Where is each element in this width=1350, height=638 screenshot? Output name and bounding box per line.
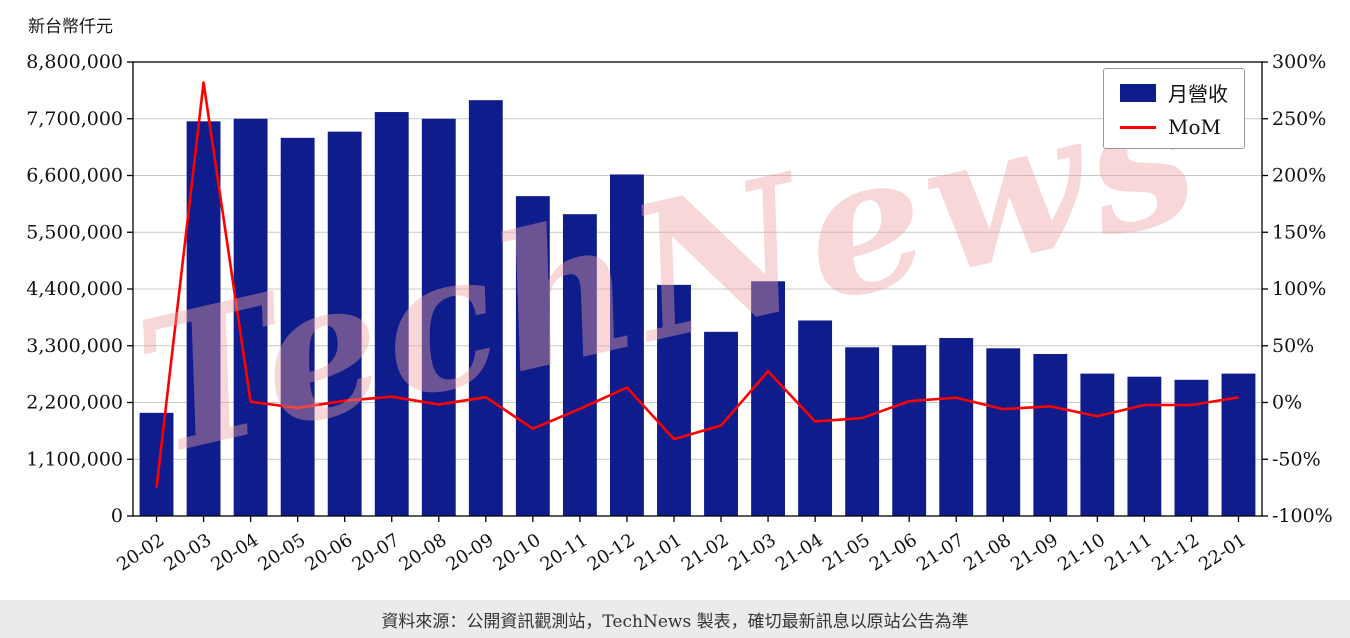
x-tick-label: 20-10 xyxy=(490,530,545,576)
x-tick-label: 20-07 xyxy=(348,530,403,576)
x-tick-label: 21-03 xyxy=(725,530,780,576)
y-right-tick-label: 50% xyxy=(1272,335,1314,357)
revenue-bar xyxy=(610,174,644,516)
revenue-bar xyxy=(139,412,174,516)
x-tick-label: 21-10 xyxy=(1054,530,1109,576)
x-tick-label: 20-12 xyxy=(584,530,639,576)
revenue-bar xyxy=(515,196,550,517)
y-right-tick-label: -100% xyxy=(1272,505,1333,527)
x-tick-label: 20-02 xyxy=(113,530,168,576)
revenue-bar xyxy=(421,118,456,516)
y-left-tick-label: 3,300,000 xyxy=(26,335,123,357)
revenue-bar xyxy=(1080,373,1115,516)
legend-item-mom: MoM xyxy=(1120,115,1228,139)
revenue-bar xyxy=(562,214,597,516)
y-left-tick-label: 8,800,000 xyxy=(26,51,123,73)
bar-swatch-icon xyxy=(1120,83,1156,102)
y-left-tick-label: 5,500,000 xyxy=(26,221,123,243)
revenue-bar xyxy=(939,338,974,516)
y-right-tick-label: -50% xyxy=(1272,448,1321,470)
revenue-bar xyxy=(327,131,362,517)
x-tick-label: 21-07 xyxy=(913,530,968,576)
revenue-bar xyxy=(280,137,315,517)
legend-label-revenue: 月營收 xyxy=(1168,82,1228,106)
x-tick-label: 20-05 xyxy=(254,530,309,576)
y-right-tick-label: 100% xyxy=(1272,278,1326,300)
x-tick-label: 20-06 xyxy=(301,530,356,576)
y-axis-unit-label: 新台幣仟元 xyxy=(28,17,113,37)
y-left-tick-label: 2,200,000 xyxy=(26,392,123,414)
line-swatch-icon xyxy=(1120,125,1156,129)
legend: 月營收 MoM xyxy=(1103,68,1245,149)
x-tick-label: 21-11 xyxy=(1101,530,1156,576)
chart-svg: 0 1,100,000 2,200,000 3,300,000 4,400,000 5,5… xyxy=(26,51,1333,576)
revenue-bar xyxy=(892,345,927,516)
revenue-bar xyxy=(751,281,785,516)
revenue-bar xyxy=(1033,354,1068,516)
y-right-tick-label: 250% xyxy=(1272,108,1326,130)
revenue-bar xyxy=(845,347,880,516)
x-tick-label: 21-08 xyxy=(960,530,1015,576)
x-tick-label: 21-09 xyxy=(1007,530,1062,576)
x-tick-label: 21-12 xyxy=(1148,530,1203,576)
y-left-tick-label: 7,700,000 xyxy=(26,108,123,130)
y-left-tick-label: 4,400,000 xyxy=(26,278,123,300)
revenue-bar xyxy=(1127,376,1162,516)
x-tick-label: 20-03 xyxy=(160,530,215,576)
x-tick-label: 21-01 xyxy=(631,530,686,576)
revenue-bar xyxy=(986,348,1021,516)
legend-item-revenue: 月營收 xyxy=(1120,78,1228,107)
y-left-tick-label: 1,100,000 xyxy=(26,448,123,470)
x-tick-label: 21-06 xyxy=(866,530,921,576)
y-right-tick-label: 0% xyxy=(1272,392,1302,414)
footer-note: 資料來源：公開資訊觀測站，TechNews 製表，確切最新訊息以原站公告為準 xyxy=(0,600,1350,638)
revenue-bar xyxy=(798,320,833,516)
y-right-tick-label: 300% xyxy=(1272,51,1326,73)
revenue-bar xyxy=(1174,379,1209,516)
y-right-tick-label: 150% xyxy=(1272,221,1326,243)
x-tick-label: 20-08 xyxy=(396,530,451,576)
mom-line xyxy=(155,81,1239,488)
x-tick-label: 20-04 xyxy=(207,530,262,576)
legend-label-mom: MoM xyxy=(1168,115,1221,139)
x-tick-label: 21-04 xyxy=(772,530,827,576)
x-tick-label: 22-01 xyxy=(1195,530,1250,576)
y-left-tick-label: 6,600,000 xyxy=(26,165,123,187)
x-tick-label: 20-09 xyxy=(443,530,498,576)
y-right-tick-label: 200% xyxy=(1272,165,1326,187)
x-tick-label: 21-05 xyxy=(819,530,874,576)
y-left-tick-label: 0 xyxy=(111,505,123,527)
revenue-bar xyxy=(657,284,691,516)
revenue-bar xyxy=(1221,373,1256,516)
x-tick-label: 20-11 xyxy=(537,530,592,576)
revenue-bar xyxy=(468,100,503,516)
revenue-bar xyxy=(374,112,409,516)
x-tick-label: 21-02 xyxy=(678,530,733,576)
